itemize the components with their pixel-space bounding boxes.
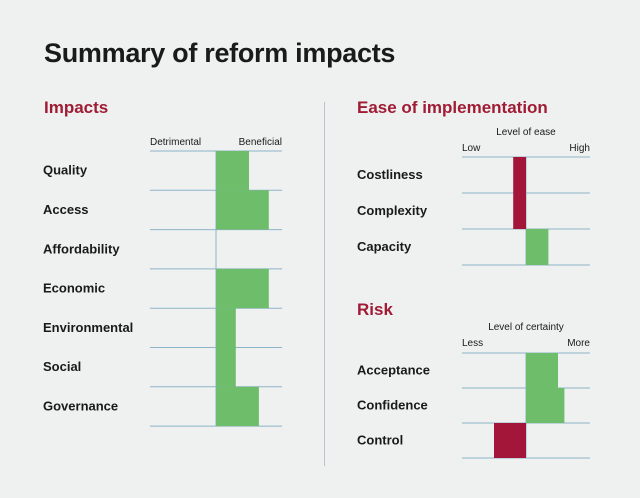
impacts-scale-label-left: Detrimental — [150, 137, 201, 148]
impacts-bar — [216, 190, 269, 230]
impacts-bar — [216, 308, 236, 348]
risk-bar — [526, 388, 565, 423]
ease-row-label: Complexity — [357, 203, 428, 218]
risk-scale-label-right: More — [567, 338, 590, 349]
impacts-bar — [216, 386, 259, 427]
impacts-bar — [216, 151, 249, 191]
impacts-row-label: Access — [43, 202, 89, 217]
risk-bar — [494, 423, 526, 458]
impacts-row-label: Affordability — [43, 241, 120, 256]
impacts-bar — [216, 347, 236, 387]
risk-row-label: Control — [357, 433, 403, 448]
ease-scale-label-right: High — [569, 143, 590, 154]
risk-scale-label-left: Less — [462, 338, 483, 349]
risk-row-label: Confidence — [357, 398, 428, 413]
risk-axis-title: Level of certainty — [488, 322, 564, 333]
ease-scale-label-left: Low — [462, 143, 481, 154]
ease-bar — [513, 157, 526, 193]
ease-row-label: Costliness — [357, 167, 423, 182]
impacts-scale-label-right: Beneficial — [239, 137, 282, 148]
impacts-row-label: Environmental — [43, 320, 133, 335]
ease-axis-title: Level of ease — [496, 127, 556, 138]
risk-row-label: Acceptance — [357, 363, 430, 378]
impacts-row-label: Governance — [43, 398, 118, 413]
impacts-heading: Impacts — [44, 98, 109, 117]
column-divider — [324, 102, 325, 466]
impacts-row-label: Social — [43, 359, 81, 374]
page-title: Summary of reform impacts — [44, 38, 396, 68]
ease-row-label: Capacity — [357, 239, 412, 254]
risk-bar — [526, 353, 558, 388]
impacts-row-label: Economic — [43, 281, 105, 296]
ease-heading: Ease of implementation — [357, 98, 548, 117]
ease-bar — [513, 193, 526, 229]
ease-bar — [526, 229, 549, 265]
risk-heading: Risk — [357, 300, 393, 319]
impacts-row-label: Quality — [43, 163, 88, 178]
impacts-bar — [216, 268, 269, 309]
